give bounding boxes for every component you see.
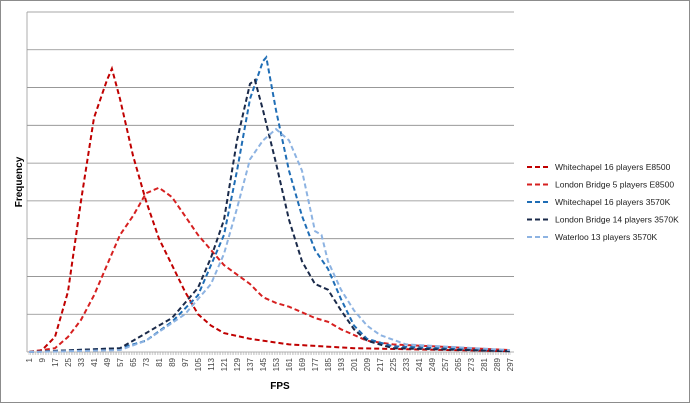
- x-tick-label: 161: [285, 357, 294, 371]
- series-line-4: [28, 127, 511, 353]
- series-line-1: [28, 186, 511, 353]
- x-tick-label: 41: [90, 357, 99, 366]
- x-tick-label: 57: [116, 357, 125, 366]
- x-tick-label: 121: [220, 357, 229, 371]
- x-tick-label: 201: [350, 357, 359, 371]
- legend-label: Waterloo 13 players 3570K: [555, 232, 658, 242]
- x-tick-label: 1: [25, 357, 34, 362]
- x-tick-label: 297: [506, 357, 515, 371]
- x-tick-label: 65: [129, 357, 138, 366]
- x-tick-label: 81: [155, 357, 164, 366]
- x-tick-label: 49: [103, 357, 112, 366]
- y-axis-label: Frequency: [14, 156, 25, 207]
- x-tick-label: 89: [168, 357, 177, 366]
- legend-label: London Bridge 14 players 3570K: [555, 215, 679, 225]
- x-tick-label: 281: [480, 357, 489, 371]
- legend: Whitechapel 16 players E8500 London Bridg…: [527, 162, 679, 242]
- x-tick-label: 153: [272, 357, 281, 371]
- series-line-0: [28, 65, 511, 353]
- x-tick-label: 177: [311, 357, 320, 371]
- x-tick-label: 17: [51, 357, 60, 366]
- x-tick-label: 265: [454, 357, 463, 371]
- x-axis-label: FPS: [270, 381, 290, 392]
- x-tick-label: 105: [194, 357, 203, 371]
- x-tick-label: 33: [77, 357, 86, 366]
- x-tick-label: 129: [233, 357, 242, 371]
- legend-label: Whitechapel 16 players 3570K: [555, 197, 671, 207]
- series-line-2: [28, 55, 511, 353]
- x-tick-label: 113: [207, 357, 216, 370]
- x-tick-label: 145: [259, 357, 268, 371]
- x-tick-label: 217: [376, 357, 385, 371]
- x-tick-label: 225: [389, 357, 398, 371]
- x-tick-label: 97: [181, 357, 190, 366]
- x-axis-ticks: 1 9 17 25 33 41 49 57 65 73 81 89 97 105 113 121 129 137 1…: [25, 357, 515, 371]
- x-tick-label: 257: [441, 357, 450, 371]
- x-tick-label: 193: [337, 357, 346, 371]
- x-tick-label: 169: [298, 357, 307, 371]
- series-lines: [28, 55, 511, 353]
- gridlines: [26, 11, 514, 355]
- x-tick-label: 185: [324, 357, 333, 371]
- x-tick-label: 209: [363, 357, 372, 371]
- x-tick-label: 9: [38, 357, 47, 362]
- x-tick-label: 73: [142, 357, 151, 366]
- x-tick-label: 289: [493, 357, 502, 371]
- x-tick-label: 233: [402, 357, 411, 371]
- legend-label: London Bridge 5 players E8500: [555, 180, 674, 190]
- x-tick-label: 241: [415, 357, 424, 371]
- x-tick-label: 273: [467, 357, 476, 371]
- x-tick-label: 25: [64, 357, 73, 366]
- legend-label: Whitechapel 16 players E8500: [555, 162, 671, 172]
- x-tick-label: 249: [428, 357, 437, 371]
- series-line-3: [28, 78, 511, 353]
- x-tick-label: 137: [246, 357, 255, 371]
